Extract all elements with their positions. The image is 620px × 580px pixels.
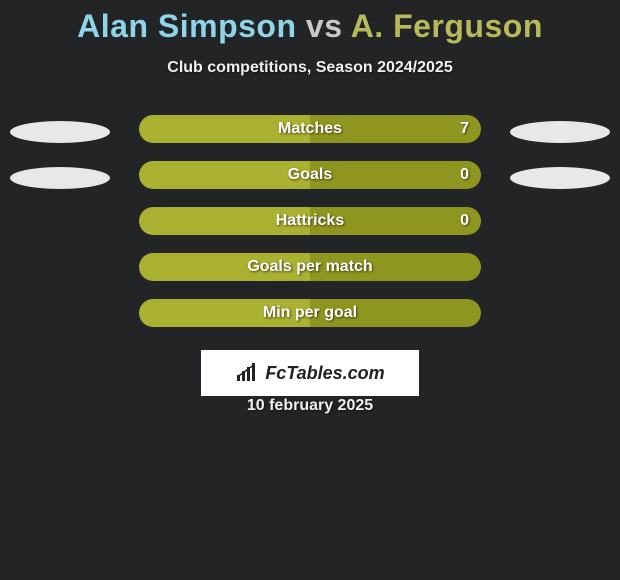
chart-icon [235,363,259,383]
logo-box: FcTables.com [201,350,419,396]
logo-text: FcTables.com [265,363,384,384]
date-text: 10 february 2025 [0,397,620,415]
ellipse-left [10,167,110,189]
bar-container: Goals per match [139,253,481,281]
subtitle: Club competitions, Season 2024/2025 [0,59,620,77]
bar-label: Hattricks [139,207,481,235]
bar-label: Matches [139,115,481,143]
player2-name: A. Ferguson [351,8,543,44]
stat-row: Goals per match [0,253,620,281]
player1-name: Alan Simpson [77,8,296,44]
stat-row: Goals0 [0,161,620,189]
bar-container: Hattricks0 [139,207,481,235]
bar-label: Goals per match [139,253,481,281]
ellipse-right [510,121,610,143]
vs-text: vs [306,8,343,44]
bar-label: Min per goal [139,299,481,327]
bar-label: Goals [139,161,481,189]
stat-row: Matches7 [0,115,620,143]
stats-rows: Matches7Goals0Hattricks0Goals per matchM… [0,115,620,327]
bar-value: 0 [460,161,469,189]
bar-value: 0 [460,207,469,235]
bar-container: Min per goal [139,299,481,327]
bar-container: Matches7 [139,115,481,143]
stat-row: Min per goal [0,299,620,327]
bar-value: 7 [460,115,469,143]
stat-row: Hattricks0 [0,207,620,235]
bar-container: Goals0 [139,161,481,189]
ellipse-left [10,121,110,143]
ellipse-right [510,167,610,189]
page-title: Alan Simpson vs A. Ferguson [0,0,620,45]
